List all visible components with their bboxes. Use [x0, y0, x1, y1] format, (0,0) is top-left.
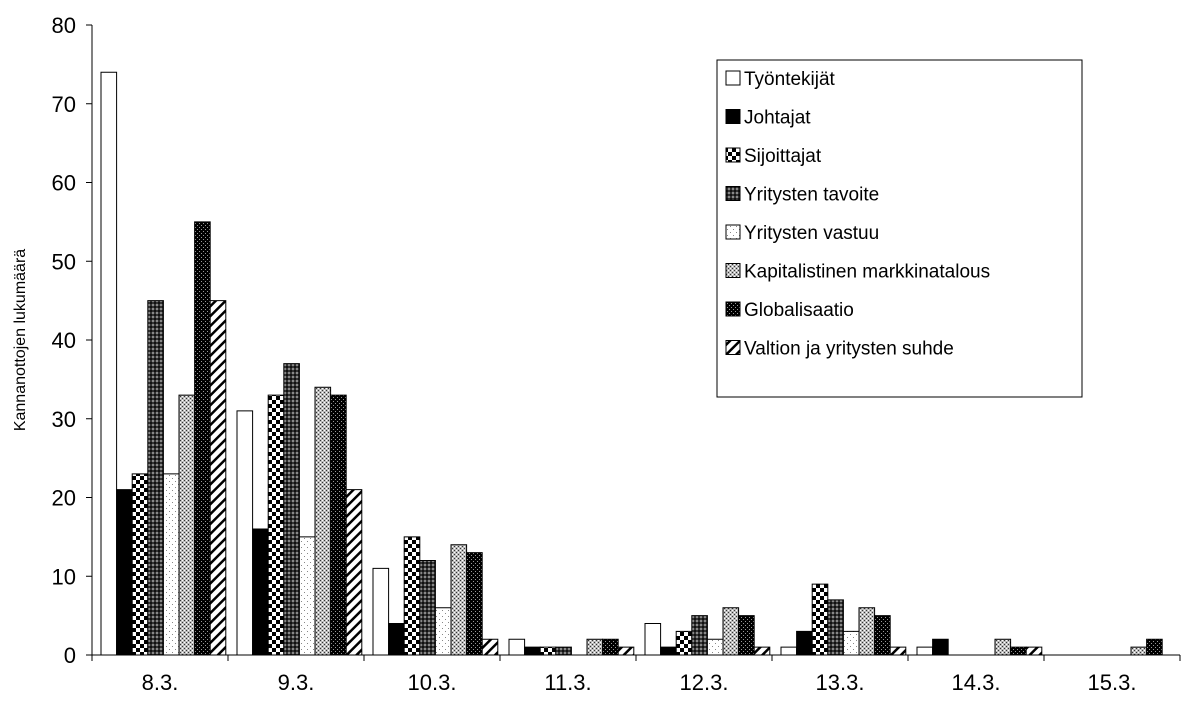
- bar-2-1: [267, 394, 285, 656]
- bar-1-0: [116, 489, 133, 656]
- y-tick-label: 80: [52, 13, 76, 38]
- x-tick-label: 14.3.: [952, 670, 1001, 695]
- y-axis-label: Kannanottojen lukumäärä: [12, 249, 29, 431]
- legend-label: Työntekijät: [744, 69, 836, 90]
- legend-swatch: [725, 70, 741, 86]
- bar-4-2: [434, 607, 452, 656]
- bar-7-1: [345, 489, 363, 656]
- bar-4-1: [298, 536, 316, 656]
- bar-6-6: [1010, 646, 1027, 656]
- legend-label: Globalisaatio: [744, 300, 854, 321]
- y-tick-label: 30: [52, 407, 76, 432]
- y-tick-label: 10: [52, 564, 76, 589]
- x-tick-label: 10.3.: [408, 670, 457, 695]
- bar-2-5: [811, 583, 829, 656]
- legend-label: Valtion ja yritysten suhde: [744, 339, 954, 360]
- legend-swatch: [725, 186, 741, 201]
- y-tick-label: 0: [64, 643, 76, 668]
- bar-1-2: [388, 623, 405, 656]
- bar-2-4: [675, 630, 693, 656]
- x-tick-label: 11.3.: [544, 670, 591, 695]
- bar-7-0: [209, 300, 227, 656]
- bar-2-0: [131, 473, 149, 656]
- y-tick-label: 50: [52, 249, 76, 274]
- legend-swatch: [725, 340, 741, 355]
- bar-1-4: [660, 646, 677, 656]
- bar-5-0: [178, 394, 196, 656]
- bar-2-3: [539, 646, 557, 656]
- bar-3-3: [555, 646, 572, 656]
- legend-label: Kapitalistinen markkinatalous: [744, 262, 990, 283]
- bar-7-3: [617, 646, 635, 656]
- bar-0-2: [372, 567, 390, 656]
- bar-0-0: [100, 71, 118, 656]
- bar-0-6: [916, 646, 934, 656]
- bar-1-6: [932, 638, 949, 656]
- bar-7-4: [753, 646, 771, 656]
- bar-4-0: [162, 473, 180, 656]
- legend-swatch: [725, 263, 741, 278]
- bar-5-4: [722, 607, 740, 656]
- bar-0-4: [644, 623, 662, 656]
- legend-label: Sijoittajat: [744, 146, 822, 167]
- bar-6-3: [602, 638, 619, 656]
- bar-2-2: [403, 536, 421, 656]
- legend-swatch: [725, 301, 741, 317]
- bar-0-3: [508, 638, 526, 656]
- y-tick-label: 60: [52, 171, 76, 196]
- bar-6-7: [1146, 638, 1163, 656]
- bar-5-6: [994, 638, 1012, 656]
- bar-3-0: [147, 300, 164, 656]
- bar-5-1: [314, 386, 332, 656]
- bar-4-4: [706, 638, 724, 656]
- bar-3-1: [283, 363, 300, 656]
- bar-6-4: [738, 615, 755, 656]
- axes: 0 10 20 30 40 50 60 70 80 8.3. 9.3. 10.3. 11.3. 12.3.…: [52, 13, 1181, 695]
- x-tick-label: 8.3.: [142, 670, 179, 695]
- bar-5-5: [858, 607, 876, 656]
- legend-box: [716, 59, 1083, 398]
- bar-3-2: [419, 560, 436, 656]
- bar-3-4: [691, 615, 708, 656]
- bar-7-5: [889, 646, 907, 656]
- bar-7-6: [1025, 646, 1043, 656]
- legend-swatch: [725, 224, 741, 240]
- legend-swatch: [725, 147, 741, 163]
- bar-5-7: [1130, 646, 1148, 656]
- bar-5-3: [586, 638, 604, 656]
- y-tick-label: 40: [52, 328, 76, 353]
- bar-1-3: [524, 646, 541, 656]
- x-tick-label: 15.3.: [1088, 670, 1137, 695]
- bar-6-5: [874, 615, 891, 656]
- bar-3-5: [827, 599, 844, 656]
- bar-0-5: [780, 646, 798, 656]
- x-tick-label: 12.3.: [680, 670, 729, 695]
- bar-5-2: [450, 544, 468, 656]
- bar-6-0: [194, 221, 211, 656]
- bar-7-2: [481, 638, 499, 656]
- y-axis-label-group: Kannanottojen lukumäärä: [12, 249, 29, 431]
- bar-4-5: [842, 630, 860, 656]
- y-tick-label: 20: [52, 486, 76, 511]
- x-tick-label: 13.3.: [816, 670, 865, 695]
- legend-label: Johtajat: [744, 108, 811, 129]
- y-tick-label: 70: [52, 92, 76, 117]
- legend-swatch: [725, 109, 741, 124]
- bars: [100, 71, 1163, 656]
- bar-1-1: [252, 528, 269, 656]
- legend-label: Yritysten tavoite: [744, 185, 879, 206]
- legend-label: Yritysten vastuu: [744, 223, 879, 244]
- bar-6-1: [330, 394, 347, 656]
- bar-1-5: [796, 630, 813, 656]
- bar-0-1: [236, 410, 254, 656]
- x-tick-label: 9.3.: [278, 670, 315, 695]
- legend: Työntekijät Johtajat Sijoittajat Yritysten …: [716, 59, 1083, 398]
- bar-6-2: [466, 552, 483, 656]
